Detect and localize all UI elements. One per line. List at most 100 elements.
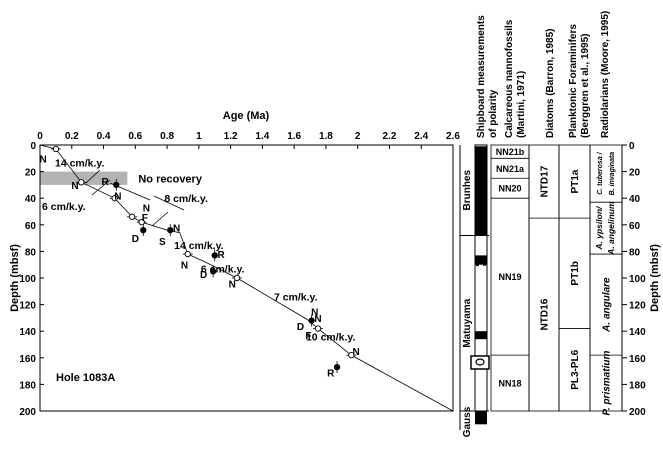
- zone-label: NTD17: [540, 165, 551, 197]
- right-tick-label: 200: [629, 407, 646, 418]
- chron-label: Gauss: [462, 406, 473, 437]
- zone-label: NN20: [498, 184, 521, 194]
- age-depth-line: [39, 144, 454, 412]
- y-tick-label: 20: [25, 168, 37, 179]
- polarity-blocks: [459, 145, 489, 430]
- datum-label: N: [114, 192, 121, 203]
- rate-arrow: [85, 169, 101, 184]
- filled-datum-point: [211, 252, 218, 259]
- x-tick-label: 0.2: [65, 131, 79, 142]
- rate-label: 14 cm/k.y.: [55, 157, 105, 169]
- right-tick-label: 40: [629, 194, 641, 205]
- zone-label: NN21a: [496, 164, 525, 174]
- chron-label: Matuyama: [462, 298, 473, 347]
- datum-label: N: [173, 223, 180, 234]
- right-tick-label: 140: [629, 327, 646, 338]
- normal-polarity-block: [475, 255, 487, 265]
- zone-label: A. angulare: [602, 277, 613, 333]
- rate-label: 6 cm/k.y.: [42, 201, 86, 213]
- datum-label: R: [327, 368, 335, 379]
- datum-label: N: [143, 204, 150, 215]
- right-axis-ticks: 0 20 40 60 80 100 120 140 160 180 200: [622, 141, 646, 418]
- filled-datum-point: [167, 226, 174, 234]
- y-tick-label: 120: [19, 301, 36, 312]
- x-tick-label: 2.2: [383, 131, 397, 142]
- open-datum-point: [111, 195, 118, 202]
- rate-arrow: [109, 182, 151, 201]
- y-tick-label: 180: [19, 380, 36, 391]
- y-tick-label: 160: [19, 354, 36, 365]
- sedimentation-rate-labels: 14 cm/k.y. 6 cm/k.y. 8 cm/k.y. 14 cm/k.y. 6 …: [42, 157, 355, 343]
- x-axis-title: Age (Ma): [223, 110, 270, 122]
- datum-label: N: [181, 261, 188, 272]
- foram-header-line2: (Berggren et al., 1995): [580, 34, 591, 138]
- zone-label: NN19: [498, 272, 521, 282]
- diatom-header: Diatoms (Barron, 1985): [545, 29, 556, 138]
- y-tick-label: 80: [25, 247, 37, 258]
- datum-label: N: [311, 307, 318, 318]
- right-tick-label: 100: [629, 274, 646, 285]
- rate-label: 10 cm/k.y.: [306, 332, 356, 344]
- radiolarian-column: Radiolarians (Moore, 1995) C. tuberosa /…: [589, 11, 623, 416]
- open-datum-point: [138, 218, 145, 226]
- x-tick-label: 1.6: [287, 131, 301, 142]
- rate-label: 14 cm/k.y.: [174, 240, 224, 252]
- right-tick-label: 20: [629, 168, 641, 179]
- right-tick-label: 120: [629, 301, 646, 312]
- datum-label: N: [352, 347, 359, 358]
- datum-label: R: [217, 250, 225, 261]
- y-tick-label: 200: [19, 407, 36, 418]
- x-tick-label: 0.8: [160, 131, 174, 142]
- datum-label: D: [132, 234, 139, 245]
- polarity-subchron-mark: [483, 256, 486, 266]
- open-datum-point: [128, 213, 136, 220]
- open-datum-point: [78, 179, 85, 186]
- x-tick-label: 1.4: [255, 131, 269, 142]
- right-tick-label: 60: [629, 221, 641, 232]
- rate-label: 7 cm/k.y.: [274, 292, 318, 304]
- open-datum-point: [348, 351, 355, 359]
- datum-label: D: [297, 322, 304, 333]
- x-tick-label: 0.6: [128, 131, 142, 142]
- zone-label: NTD16: [540, 298, 551, 330]
- polarity-header-line2: of polarity: [488, 89, 499, 138]
- filled-datum-point: [209, 268, 217, 275]
- rate-arrow: [153, 195, 185, 211]
- zone-label: NN21b: [496, 147, 525, 157]
- right-depth-axis: 0 20 40 60 80 100 120 140 160 180 200 Depth (mbsf): [621, 141, 661, 418]
- age-depth-chart: No recovery 0 0.2 0.4 0.6 0.8 1 1.2 1.4 1.6 1.8 2 2…: [9, 110, 460, 418]
- datum-label: N: [229, 279, 236, 290]
- y-tick-label: 140: [19, 327, 36, 338]
- right-tick-label: 180: [629, 380, 646, 391]
- chron-labels: Brunhes Matuyama Gauss: [462, 170, 473, 438]
- filled-datum-point: [333, 363, 341, 371]
- normal-polarity-block: [475, 411, 487, 425]
- right-tick-label: 80: [629, 247, 641, 258]
- foram-column: Planktonic Foraminifers (Berggren et al.…: [558, 24, 591, 412]
- datum-markers: [50, 145, 357, 374]
- zone-label: PT1a: [570, 169, 581, 193]
- rate-label: 6 cm/k.y.: [201, 264, 245, 276]
- open-datum-point: [184, 250, 191, 258]
- nanno-header-line1: Calcareous nannofossils: [504, 19, 515, 138]
- zone-label: PL3-PL6: [570, 349, 581, 389]
- normal-polarity-block: [475, 146, 487, 236]
- y-axis-title: Depth (mbsf): [9, 244, 21, 312]
- nanno-header-line2: (Martini, 1971): [516, 71, 527, 138]
- datum-label: N: [40, 154, 47, 165]
- zone-label: NN18: [498, 379, 521, 389]
- x-tick-label: 2: [355, 131, 361, 142]
- zone-label: P. prismatium: [602, 351, 613, 416]
- rate-arrow: [91, 179, 111, 196]
- datum-label: R: [102, 177, 110, 188]
- y-tick-label: 40: [25, 194, 37, 205]
- y-tick-label: 100: [19, 274, 36, 285]
- chron-label: Brunhes: [462, 170, 473, 211]
- x-tick-label: 0.4: [97, 131, 111, 142]
- open-datum-point: [314, 325, 322, 332]
- foram-header-line1: Planktonic Foraminifers: [568, 24, 579, 138]
- y-tick-label: 0: [30, 141, 36, 152]
- y-axis-ticks: 0 20 40 60 80 100 120 140 160 180 200: [19, 141, 44, 418]
- diatom-column: Diatoms (Barron, 1985) NTD17 NTD16: [528, 29, 560, 412]
